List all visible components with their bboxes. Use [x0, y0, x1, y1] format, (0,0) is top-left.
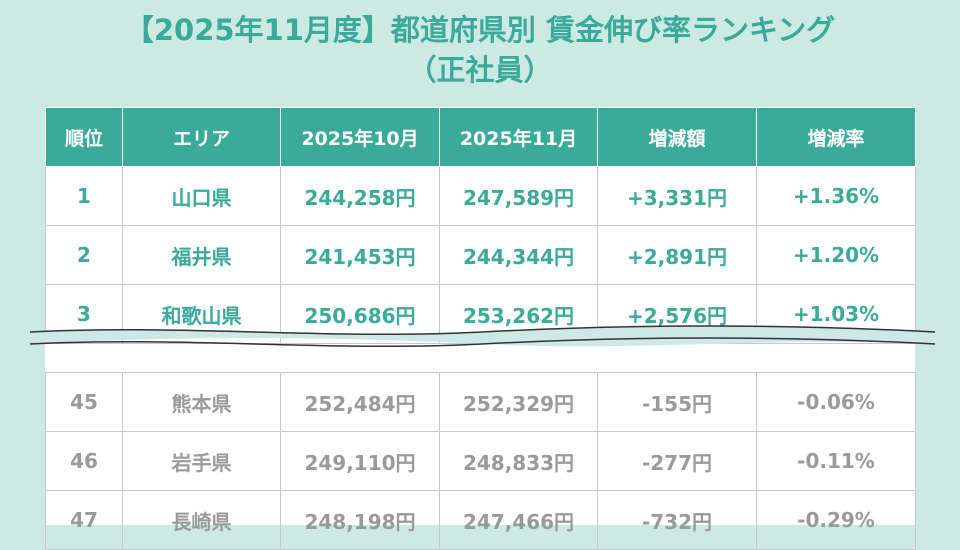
header-oct: 2025年10月: [280, 107, 440, 167]
header-diff: 増減額: [597, 107, 757, 167]
title-line-1: 【2025年11月度】都道府県別 賃金伸び率ランキング: [124, 13, 836, 47]
cell-rank: 1: [45, 166, 123, 226]
cell-oct: 250,686円: [280, 284, 440, 344]
cell-area: 岩手県: [122, 431, 281, 491]
header-rank: 順位: [45, 107, 123, 167]
title-line-2: （正社員）: [407, 53, 553, 87]
gap-cell: [45, 343, 916, 373]
cell-diff: +3,331円: [597, 166, 757, 226]
cell-nov: 244,344円: [439, 225, 598, 285]
cell-oct: 244,258円: [280, 166, 440, 226]
header-rate: 増減率: [756, 107, 916, 167]
cell-rate: -0.11%: [756, 431, 916, 491]
cell-nov: 248,833円: [439, 431, 598, 491]
cell-oct: 241,453円: [280, 225, 440, 285]
cell-rank: 46: [45, 431, 123, 491]
cell-nov: 252,329円: [439, 372, 598, 432]
cell-diff: +2,891円: [597, 225, 757, 285]
table-row: 3 和歌山県 250,686円 253,262円 +2,576円 +1.03%: [45, 284, 916, 344]
cell-area: 和歌山県: [122, 284, 281, 344]
cell-rate: -0.06%: [756, 372, 916, 432]
cell-nov: 247,466円: [439, 490, 598, 550]
cell-rank: 2: [45, 225, 123, 285]
cell-rank: 45: [45, 372, 123, 432]
header-area: エリア: [122, 107, 281, 167]
ranking-table: 順位 エリア 2025年10月 2025年11月 増減額 増減率 1 山口県 2…: [45, 107, 916, 550]
cell-diff: -277円: [597, 431, 757, 491]
cell-rank: 3: [45, 284, 123, 344]
cell-rank: 47: [45, 490, 123, 550]
cell-rate: +1.03%: [756, 284, 916, 344]
cell-rate: +1.20%: [756, 225, 916, 285]
table-row: 46 岩手県 249,110円 248,833円 -277円 -0.11%: [45, 431, 916, 491]
table-row: 45 熊本県 252,484円 252,329円 -155円 -0.06%: [45, 372, 916, 432]
page-title: 【2025年11月度】都道府県別 賃金伸び率ランキング （正社員）: [0, 10, 960, 90]
table-row: 2 福井県 241,453円 244,344円 +2,891円 +1.20%: [45, 225, 916, 285]
cell-oct: 252,484円: [280, 372, 440, 432]
cell-oct: 249,110円: [280, 431, 440, 491]
cell-diff: +2,576円: [597, 284, 757, 344]
table-gap-row: [45, 343, 916, 373]
cell-area: 山口県: [122, 166, 281, 226]
cell-rate: +1.36%: [756, 166, 916, 226]
header-nov: 2025年11月: [439, 107, 598, 167]
cell-rate: -0.29%: [756, 490, 916, 550]
table-row: 1 山口県 244,258円 247,589円 +3,331円 +1.36%: [45, 166, 916, 226]
cell-area: 福井県: [122, 225, 281, 285]
cell-nov: 247,589円: [439, 166, 598, 226]
table-header-row: 順位 エリア 2025年10月 2025年11月 増減額 増減率: [45, 107, 916, 167]
table-row: 47 長崎県 248,198円 247,466円 -732円 -0.29%: [45, 490, 916, 550]
cell-oct: 248,198円: [280, 490, 440, 550]
ranking-table-container: 順位 エリア 2025年10月 2025年11月 増減額 増減率 1 山口県 2…: [45, 107, 916, 550]
cell-diff: -155円: [597, 372, 757, 432]
cell-nov: 253,262円: [439, 284, 598, 344]
cell-area: 長崎県: [122, 490, 281, 550]
cell-area: 熊本県: [122, 372, 281, 432]
cell-diff: -732円: [597, 490, 757, 550]
